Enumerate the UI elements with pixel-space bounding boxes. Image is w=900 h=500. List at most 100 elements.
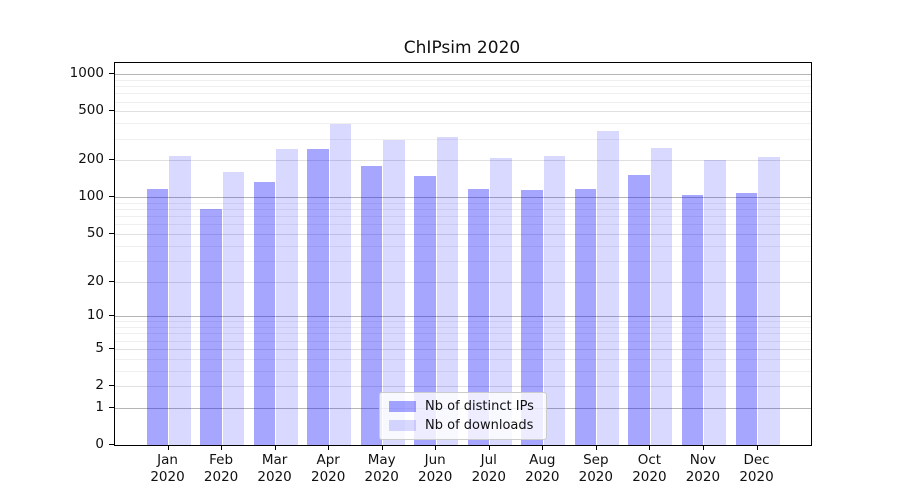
legend-label-distinct-ips: Nb of distinct IPs xyxy=(425,399,534,414)
gridline-y-8 xyxy=(115,327,811,329)
gridline-y-400 xyxy=(115,123,811,125)
bar-sep-downloads xyxy=(597,130,619,445)
y-tick-mark-100 xyxy=(109,196,114,197)
bar-mar-distinct-ips xyxy=(253,181,276,445)
x-tick-label-jun: Jun 2020 xyxy=(418,452,453,485)
bar-nov-distinct-ips xyxy=(681,194,704,445)
gridline-y-60 xyxy=(115,224,811,226)
gridline-y-500 xyxy=(115,111,811,113)
gridline-y-20 xyxy=(115,281,811,283)
gridline-y-600 xyxy=(115,101,811,103)
gridline-y-200 xyxy=(115,160,811,162)
bar-may-distinct-ips xyxy=(360,166,383,445)
legend-item-distinct-ips: Nb of distinct IPs xyxy=(389,399,534,414)
y-tick-mark-50 xyxy=(109,233,114,234)
y-tick-mark-1 xyxy=(109,407,114,408)
legend-item-downloads: Nb of downloads xyxy=(389,418,534,433)
x-tick-label-feb: Feb 2020 xyxy=(203,452,239,485)
gridline-y-70 xyxy=(115,216,811,218)
gridline-y-900 xyxy=(115,79,811,81)
bar-jun-distinct-ips xyxy=(414,176,436,445)
y-tick-mark-200 xyxy=(109,159,114,160)
x-tick-label-oct: Oct 2020 xyxy=(632,452,667,485)
y-tick-label-2: 2 xyxy=(95,377,104,394)
bar-oct-downloads xyxy=(650,148,673,445)
y-tick-mark-0 xyxy=(109,444,114,445)
bar-dec-distinct-ips xyxy=(735,193,757,445)
x-tick-mark-mar xyxy=(274,445,276,450)
bar-jan-distinct-ips xyxy=(146,189,168,445)
chart-title: ChIPsim 2020 xyxy=(403,38,521,58)
bar-feb-distinct-ips xyxy=(200,209,222,445)
x-tick-mark-jul xyxy=(488,445,490,450)
y-tick-label-50: 50 xyxy=(86,225,104,241)
y-tick-label-1000: 1000 xyxy=(69,65,104,82)
legend-swatch-downloads-icon xyxy=(389,420,416,431)
gridline-y-6 xyxy=(115,340,811,342)
x-tick-label-jan: Jan 2020 xyxy=(150,452,185,485)
gridline-y-700 xyxy=(115,93,811,95)
y-tick-label-0: 0 xyxy=(95,436,104,452)
y-tick-mark-2 xyxy=(109,385,114,386)
y-tick-mark-500 xyxy=(109,110,114,111)
gridline-y-300 xyxy=(115,138,811,140)
legend: Nb of distinct IPs Nb of downloads xyxy=(379,392,547,440)
y-tick-label-500: 500 xyxy=(78,102,104,119)
gridline-y-100 xyxy=(115,197,811,199)
x-tick-label-may: May 2020 xyxy=(364,452,399,485)
x-tick-label-jul: Jul 2020 xyxy=(471,452,506,485)
x-tick-label-sep: Sep 2020 xyxy=(578,452,613,485)
x-tick-mark-aug xyxy=(542,445,544,450)
bar-mar-downloads xyxy=(276,149,298,445)
gridline-y-2 xyxy=(115,386,811,388)
bar-sep-distinct-ips xyxy=(574,188,597,445)
legend-label-downloads: Nb of downloads xyxy=(425,418,534,433)
gridline-y-9 xyxy=(115,321,811,323)
x-tick-label-mar: Mar 2020 xyxy=(257,452,292,485)
gridline-y-50 xyxy=(115,234,811,235)
gridline-y-10 xyxy=(115,316,811,318)
gridline-y-40 xyxy=(115,245,811,247)
plot-area: Nb of distinct IPs Nb of downloads xyxy=(114,62,812,446)
x-tick-mark-sep xyxy=(595,445,597,450)
gridline-y-4 xyxy=(115,358,811,360)
x-tick-mark-dec xyxy=(756,445,758,450)
y-tick-label-5: 5 xyxy=(95,339,104,356)
x-tick-label-nov: Nov 2020 xyxy=(685,452,721,485)
y-tick-label-100: 100 xyxy=(78,188,104,205)
y-tick-label-200: 200 xyxy=(78,151,104,168)
bar-dec-downloads xyxy=(758,156,780,445)
x-tick-label-aug: Aug 2020 xyxy=(525,452,560,485)
x-tick-label-dec: Dec 2020 xyxy=(739,452,774,485)
gridline-y-80 xyxy=(115,209,811,211)
y-tick-mark-5 xyxy=(109,348,114,349)
x-tick-mark-apr xyxy=(328,445,330,450)
gridline-y-30 xyxy=(115,260,811,262)
gridline-y-7 xyxy=(115,333,811,335)
gridline-y-90 xyxy=(115,203,811,204)
x-tick-mark-jan xyxy=(167,445,169,450)
gridline-y-3 xyxy=(115,370,811,372)
bar-apr-downloads xyxy=(329,124,352,445)
y-tick-label-20: 20 xyxy=(86,272,104,289)
bar-nov-downloads xyxy=(704,160,726,445)
x-tick-mark-nov xyxy=(702,445,704,450)
y-tick-mark-1000 xyxy=(109,73,114,74)
bar-aug-downloads xyxy=(543,155,566,445)
gridline-y-1000 xyxy=(115,74,811,76)
x-tick-mark-feb xyxy=(221,445,223,450)
bar-jun-downloads xyxy=(436,136,459,445)
bar-jul-downloads xyxy=(490,158,512,445)
bar-oct-distinct-ips xyxy=(628,175,650,445)
bar-jul-distinct-ips xyxy=(467,189,490,445)
bar-aug-distinct-ips xyxy=(521,190,543,445)
x-tick-mark-jun xyxy=(435,445,437,450)
y-tick-label-10: 10 xyxy=(86,307,104,324)
bar-may-downloads xyxy=(383,140,405,445)
x-tick-mark-oct xyxy=(649,445,651,450)
gridline-y-5 xyxy=(115,348,811,350)
bar-apr-distinct-ips xyxy=(307,149,329,445)
bar-jan-downloads xyxy=(169,155,191,445)
x-tick-mark-may xyxy=(381,445,383,450)
